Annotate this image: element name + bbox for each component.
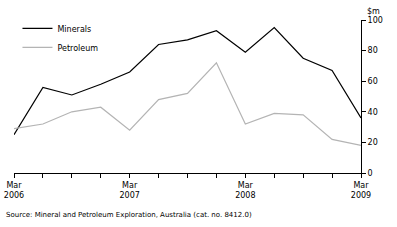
svg-text:80: 80 xyxy=(368,46,378,55)
svg-text:Minerals: Minerals xyxy=(57,25,91,34)
svg-text:Mar2007: Mar2007 xyxy=(119,181,139,200)
svg-text:Mar2009: Mar2009 xyxy=(351,181,371,200)
svg-text:Mar2006: Mar2006 xyxy=(4,181,24,200)
svg-text:Petroleum: Petroleum xyxy=(57,44,98,53)
svg-text:0: 0 xyxy=(368,169,373,178)
svg-text:Mar2008: Mar2008 xyxy=(235,181,255,200)
svg-text:Source: Mineral and Petroleum: Source: Mineral and Petroleum Exploratio… xyxy=(6,211,252,219)
svg-text:40: 40 xyxy=(368,108,378,117)
svg-text:20: 20 xyxy=(368,138,378,147)
svg-text:100: 100 xyxy=(368,16,383,25)
svg-text:$m: $m xyxy=(367,7,380,16)
svg-text:60: 60 xyxy=(368,77,378,86)
